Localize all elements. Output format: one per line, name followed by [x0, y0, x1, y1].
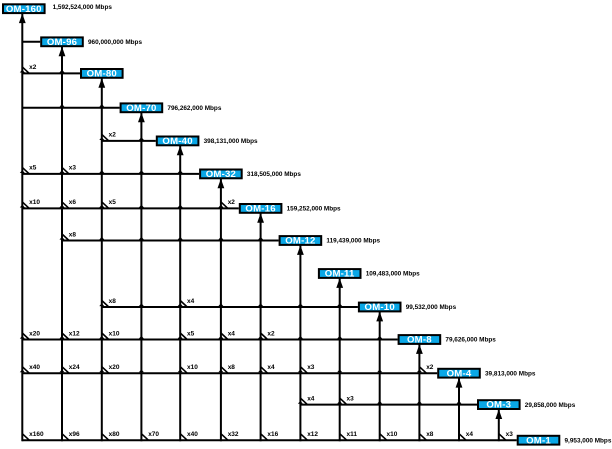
- svg-text:OM-160: OM-160: [6, 4, 42, 15]
- svg-text:x10: x10: [29, 199, 40, 206]
- svg-text:960,000,000 Mbps: 960,000,000 Mbps: [88, 39, 142, 46]
- svg-text:x3: x3: [347, 395, 355, 402]
- svg-text:x3: x3: [69, 165, 77, 172]
- svg-text:x80: x80: [109, 431, 120, 438]
- svg-text:119,439,000 Mbps: 119,439,000 Mbps: [326, 238, 380, 245]
- svg-text:x8: x8: [109, 298, 117, 305]
- svg-text:x4: x4: [228, 330, 236, 337]
- svg-text:79,626,000 Mbps: 79,626,000 Mbps: [445, 337, 496, 344]
- svg-text:x3: x3: [307, 364, 315, 371]
- svg-text:OM-10: OM-10: [365, 302, 395, 313]
- svg-text:x5: x5: [109, 199, 117, 206]
- svg-text:x3: x3: [506, 431, 514, 438]
- svg-text:x16: x16: [267, 431, 278, 438]
- svg-text:318,505,000 Mbps: 318,505,000 Mbps: [247, 171, 301, 178]
- svg-text:x5: x5: [187, 330, 195, 337]
- svg-text:OM-96: OM-96: [47, 37, 77, 48]
- svg-text:x20: x20: [109, 364, 120, 371]
- svg-text:x5: x5: [29, 165, 37, 172]
- svg-text:x2: x2: [426, 364, 434, 371]
- svg-text:x70: x70: [148, 431, 159, 438]
- svg-text:x2: x2: [29, 64, 37, 71]
- svg-text:39,813,000 Mbps: 39,813,000 Mbps: [485, 370, 536, 377]
- svg-text:x24: x24: [69, 364, 80, 371]
- svg-text:OM-16: OM-16: [245, 204, 275, 215]
- svg-text:OM-4: OM-4: [447, 368, 472, 379]
- svg-text:OM-32: OM-32: [206, 169, 236, 180]
- svg-text:x8: x8: [426, 431, 434, 438]
- svg-text:x12: x12: [307, 431, 318, 438]
- svg-text:OM-3: OM-3: [486, 400, 511, 411]
- svg-text:OM-8: OM-8: [407, 335, 432, 346]
- svg-text:1,592,524,000 Mbps: 1,592,524,000 Mbps: [53, 4, 113, 11]
- svg-text:x20: x20: [29, 330, 40, 337]
- svg-text:398,131,000 Mbps: 398,131,000 Mbps: [204, 138, 258, 145]
- svg-text:x4: x4: [466, 431, 474, 438]
- svg-text:OM-80: OM-80: [87, 69, 117, 80]
- svg-text:OM-1: OM-1: [526, 435, 551, 446]
- svg-text:x2: x2: [267, 330, 275, 337]
- svg-text:OM-40: OM-40: [162, 136, 192, 147]
- svg-text:x8: x8: [69, 231, 77, 238]
- svg-text:x8: x8: [228, 364, 236, 371]
- svg-text:x10: x10: [187, 364, 198, 371]
- svg-text:x12: x12: [69, 330, 80, 337]
- svg-text:9,953,000 Mbps: 9,953,000 Mbps: [565, 437, 612, 444]
- svg-text:x6: x6: [69, 199, 77, 206]
- svg-text:x10: x10: [387, 431, 398, 438]
- svg-text:x40: x40: [29, 364, 40, 371]
- svg-text:99,532,000 Mbps: 99,532,000 Mbps: [406, 304, 457, 311]
- svg-text:x10: x10: [109, 330, 120, 337]
- svg-text:x2: x2: [109, 132, 117, 139]
- svg-text:109,483,000 Mbps: 109,483,000 Mbps: [366, 271, 420, 278]
- svg-text:x40: x40: [187, 431, 198, 438]
- svg-text:x11: x11: [347, 431, 358, 438]
- svg-text:OM-12: OM-12: [285, 236, 315, 247]
- svg-text:x32: x32: [228, 431, 239, 438]
- svg-text:x4: x4: [187, 298, 195, 305]
- svg-text:OM-70: OM-70: [126, 103, 156, 114]
- svg-text:OM-11: OM-11: [325, 269, 355, 280]
- svg-text:x2: x2: [228, 199, 236, 206]
- svg-text:159,252,000 Mbps: 159,252,000 Mbps: [287, 206, 341, 213]
- svg-text:x160: x160: [29, 431, 44, 438]
- svg-text:29,858,000 Mbps: 29,858,000 Mbps: [525, 402, 576, 409]
- svg-text:x96: x96: [69, 431, 80, 438]
- svg-text:x4: x4: [267, 364, 275, 371]
- svg-text:796,262,000 Mbps: 796,262,000 Mbps: [167, 105, 221, 112]
- svg-text:x4: x4: [307, 395, 315, 402]
